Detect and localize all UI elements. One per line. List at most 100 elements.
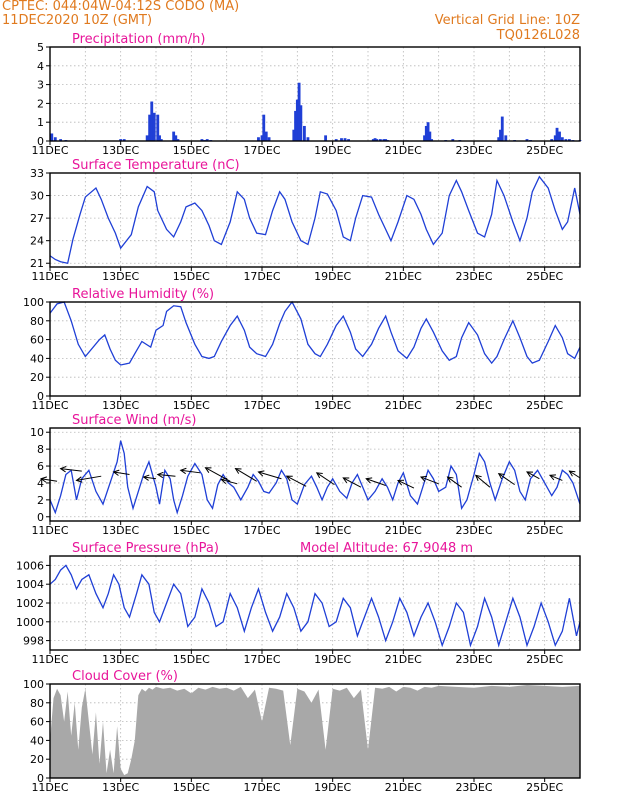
panel-title: Cloud Cover (%) (72, 669, 178, 684)
precip-bar (497, 137, 501, 141)
wind-arrow-head (204, 467, 212, 473)
xtick-label: 17DEC (243, 653, 280, 666)
precip-bar (260, 135, 264, 141)
precip-bar (172, 131, 176, 141)
precip-bar (176, 139, 180, 141)
xtick-label: 21DEC (385, 653, 422, 666)
xtick-label: 11DEC (31, 270, 68, 283)
ytick-label: 2 (37, 97, 44, 110)
ytick-label: 0 (37, 390, 44, 403)
xtick-label: 21DEC (385, 524, 422, 537)
ytick-label: 30 (30, 190, 44, 203)
wind-arrow (60, 468, 82, 472)
ytick-label: 33 (30, 167, 44, 180)
xtick-label: 21DEC (385, 144, 422, 157)
xtick-label: 17DEC (243, 144, 280, 157)
wind-arrow (526, 471, 540, 480)
wind-arrow (569, 470, 581, 479)
precip-bar (152, 112, 156, 141)
wind-arrow (41, 478, 58, 482)
precip-bar (156, 114, 160, 141)
xtick-label: 15DEC (173, 653, 210, 666)
wind-arrow-head (112, 469, 120, 476)
precip-bar (426, 122, 430, 141)
precip-bar (59, 139, 63, 141)
wind-arrow-head (257, 470, 265, 477)
wind-arrow-head (40, 476, 48, 483)
wind-arrow-head (59, 466, 67, 473)
panel-0: 0 1 2 3 4 5 11DEC 13DEC 15DEC 17DEC 19DEC 21DEC 23DE… (31, 32, 582, 157)
wind-arrow-head (220, 477, 228, 484)
wind-arrow-head (142, 474, 150, 481)
precip-bar (53, 137, 57, 141)
precip-bar (451, 139, 455, 141)
xtick-label: 11DEC (31, 653, 68, 666)
wind-arrow-head (75, 476, 83, 483)
precip-bar (371, 139, 375, 141)
ytick-label: 20 (30, 371, 44, 384)
precip-bar (150, 101, 154, 141)
precip-bar (373, 138, 377, 141)
precip-bar (343, 138, 347, 141)
wind-arrow-head (234, 468, 242, 474)
wind-arrow-head (497, 473, 505, 480)
precip-bar (264, 131, 268, 141)
panel-title: Surface Pressure (hPa) (72, 541, 219, 556)
ytick-label: 3 (37, 79, 44, 92)
wind-arrow (498, 473, 515, 486)
ytick-label: 60 (30, 716, 44, 729)
precip-bar (564, 139, 568, 141)
precip-bar (297, 82, 301, 141)
ytick-label: 60 (30, 334, 44, 347)
xtick-label: 19DEC (314, 270, 351, 283)
precip-bar (158, 135, 161, 141)
xtick-label: 17DEC (243, 524, 280, 537)
precip-bar (145, 135, 149, 141)
panel-frame (49, 301, 581, 397)
precip-bar (334, 139, 338, 141)
xtick-label: 17DEC (243, 270, 280, 283)
precip-bar (382, 139, 386, 141)
precip-bar (375, 139, 379, 141)
wind-arrow (180, 469, 201, 474)
precip-bar (302, 125, 306, 141)
wind-arrow (76, 475, 102, 481)
precip-bar (560, 137, 564, 141)
precip-bar (324, 135, 328, 141)
precip-bar (295, 99, 299, 141)
xtick-label: 19DEC (314, 653, 351, 666)
xtick-label: 21DEC (385, 399, 422, 412)
precip-bar (294, 110, 297, 141)
xtick-label: 25DEC (526, 653, 563, 666)
ytick-label: 0 (37, 772, 44, 785)
precip-bar (500, 116, 504, 141)
panel-3: 0 2 4 6 8 10 11DEC 13DEC 15DEC 17DEC 19DEC 21DEC 23D… (30, 413, 581, 537)
precip-bar (267, 137, 271, 141)
xtick-label: 11DEC (31, 781, 68, 794)
model-altitude: Model Altitude: 67.9048 m (300, 541, 473, 556)
ytick-label: 10 (30, 426, 44, 439)
wind-arrow (397, 479, 415, 489)
xtick-label: 11DEC (31, 524, 68, 537)
series-line-1 (49, 175, 581, 265)
wind-arrow-head (285, 475, 293, 482)
precip-bar (306, 137, 310, 141)
xtick-label: 25DEC (526, 270, 563, 283)
precip-bar (504, 135, 508, 141)
header-line2: 11DEC2020 10Z (GMT) (2, 13, 153, 28)
ytick-label: 0 (37, 135, 44, 148)
ytick-label: 20 (30, 753, 44, 766)
wind-arrow (157, 474, 176, 477)
precip-bar (122, 139, 126, 141)
ytick-label: 4 (37, 477, 44, 490)
ytick-label: 2 (37, 494, 44, 507)
wind-arrow (235, 468, 257, 482)
panel-title: Precipitation (mm/h) (72, 32, 205, 47)
ytick-label: 8 (37, 443, 44, 456)
header-line1: CPTEC: 044:04W-04:12S CODO (MA) (2, 0, 240, 14)
ytick-label: 24 (30, 235, 44, 248)
precip-bar (200, 139, 204, 141)
precip-bar (499, 129, 502, 141)
header-code: TQ0126L028 (496, 28, 580, 43)
